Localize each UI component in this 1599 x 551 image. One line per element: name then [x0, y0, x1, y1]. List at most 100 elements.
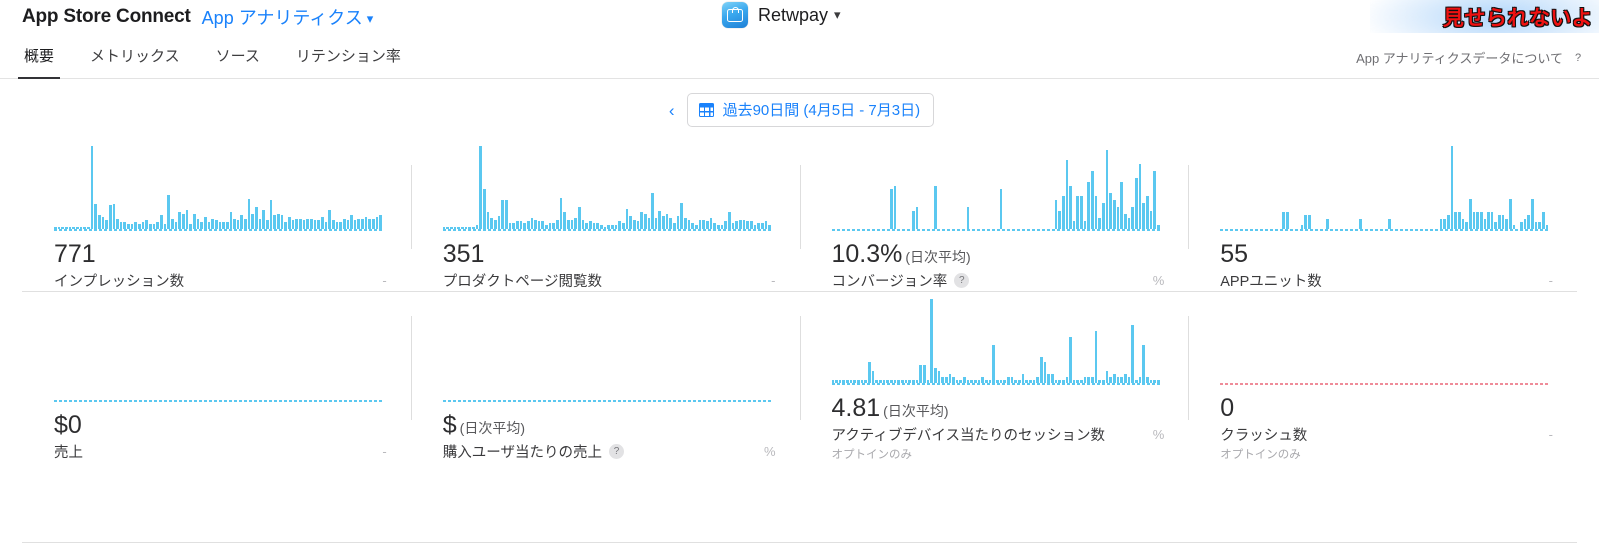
sparkline-bar [280, 215, 284, 229]
chevron-left-icon[interactable]: ‹ [668, 100, 675, 120]
app-switcher[interactable]: Retwpay ▾ [722, 2, 841, 28]
tab-overview[interactable]: 概要 [6, 45, 72, 79]
sparkline-bar [1308, 215, 1311, 229]
sparkline-bar [1131, 325, 1134, 383]
sparkline-bar [1116, 376, 1120, 383]
sparkline-bar [1138, 164, 1142, 229]
redacted-stamp-text: 見せられないよ [1442, 7, 1593, 30]
metric-label-row: インプレッション数 - [54, 270, 401, 291]
sparkline-bar [727, 212, 731, 229]
app-analytics-menu[interactable]: App アナリティクス ▾ [202, 4, 374, 30]
sparkline-bar [610, 224, 614, 229]
sparkline-bar [1498, 215, 1501, 229]
help-icon[interactable]: ? [608, 444, 624, 459]
sparkline-bar [203, 216, 207, 229]
sparkline-bar [375, 216, 379, 229]
date-range-picker[interactable]: 過去90日間 (4月5日 - 7月3日) [686, 93, 935, 127]
sparkline-bar [893, 379, 897, 383]
sparkline-product-page-views [442, 143, 772, 229]
sparkline-bar [647, 217, 651, 229]
sparkline-bar [457, 226, 461, 229]
sparkline-baseline [1220, 382, 1549, 385]
sparkline-bar [1523, 218, 1527, 229]
sparkline-bar [559, 198, 563, 229]
sparkline-bar [691, 223, 695, 229]
metric-unit: % [1152, 427, 1165, 442]
sparkline-bar [735, 221, 738, 229]
sparkline-bar [698, 219, 702, 229]
sparkline-bar [1520, 221, 1523, 229]
metric-card-revenue-per-paying-user[interactable]: $ (日次平均) 購入ユーザ当たりの売上? % [410, 292, 800, 462]
sparkline-bar [328, 210, 331, 229]
metric-card-crashes[interactable]: 0 クラッシュ数 - オプトインのみ [1188, 292, 1577, 462]
sparkline-bar [1061, 196, 1065, 229]
metric-card-impressions[interactable]: 771 インプレッション数 - [22, 141, 411, 291]
sparkline-bar [1153, 171, 1156, 229]
sparkline-bar [897, 379, 900, 383]
sparkline-bar [262, 210, 266, 229]
sparkline-bar [1032, 379, 1036, 383]
metric-label: コンバージョン率? [832, 270, 970, 291]
sparkline-bar [764, 221, 768, 229]
sparkline-bar [948, 373, 952, 383]
help-icon[interactable]: ? [954, 273, 970, 288]
sparkline-bar [857, 379, 860, 383]
sparkline-bar [1509, 198, 1512, 229]
sparkline-bar [1116, 207, 1120, 229]
sparkline-bar [860, 379, 864, 383]
tab-retention[interactable]: リテンション率 [295, 48, 401, 65]
sparkline-bar [1505, 218, 1509, 229]
sparkline-bar [981, 376, 985, 383]
tab-sources[interactable]: ソース [215, 48, 260, 65]
sparkline-bar [196, 218, 200, 229]
sparkline-bar [1109, 192, 1113, 229]
sparkline-baseline [54, 399, 383, 402]
sparkline-bar [1098, 217, 1102, 229]
sparkline-bar [890, 189, 893, 229]
sparkline-bar [1304, 215, 1307, 229]
calendar-grid-shape [698, 102, 714, 117]
sparkline-bar [298, 218, 302, 229]
analytics-help-link[interactable]: App アナリティクスデータについて ? [1356, 48, 1585, 67]
sparkline-bar [1017, 379, 1021, 383]
metric-card-conversion-rate[interactable]: 10.3% (日次平均) コンバージョン率? % [799, 141, 1189, 291]
sparkline-bar [676, 215, 680, 229]
metric-card-app-units[interactable]: 55 APPユニット数 - [1188, 141, 1577, 291]
sparkline-bar [504, 199, 508, 229]
sparkline-bar [1483, 218, 1487, 229]
sparkline-bar [581, 219, 585, 229]
sparkline-bar [1054, 379, 1058, 383]
sparkline-bar [1102, 203, 1105, 229]
sparkline-bar [508, 223, 512, 229]
sparkline-bar [1145, 376, 1149, 383]
sparkline-bar [493, 219, 497, 229]
global-header: App Store Connect App アナリティクス ▾ Retwpay ▾… [0, 0, 1599, 33]
metric-unit: - [1548, 427, 1553, 442]
tab-metrics[interactable]: メトリックス [90, 48, 180, 65]
sparkline-bar [273, 215, 277, 229]
sparkline-bar [585, 223, 588, 229]
metric-card-product-page-views[interactable]: 351 プロダクトページ閲覧数 - [410, 141, 800, 291]
sparkline-bar [999, 379, 1003, 383]
sparkline-bar [357, 218, 361, 229]
chevron-down-icon: ▾ [834, 7, 841, 22]
metric-unit: - [1548, 273, 1553, 288]
sparkline-bar [1149, 210, 1153, 229]
sparkline-bar [1326, 218, 1329, 229]
sparkline-bar [1527, 215, 1531, 229]
sparkline-bar [72, 226, 75, 229]
sparkline-bar [1501, 215, 1505, 229]
sparkline-bar [134, 221, 138, 229]
sparkline-bar [768, 224, 771, 229]
sparkline-bar [1028, 379, 1032, 383]
sparkline-bar [922, 365, 926, 383]
sparkline-bar [1010, 376, 1014, 383]
metric-card-sessions-per-active-device[interactable]: 4.81 (日次平均) アクティブデバイス当たりのセッション数 % オプトインのみ [799, 292, 1189, 462]
sparkline-bar [1047, 373, 1050, 383]
sparkline-bar [864, 379, 868, 383]
sparkline-bar [189, 223, 192, 229]
sparkline-bar [749, 221, 753, 229]
metric-card-revenue[interactable]: $0 売上 - [22, 292, 411, 462]
sparkline-bar [284, 221, 287, 229]
sparkline-bar [1286, 211, 1289, 229]
